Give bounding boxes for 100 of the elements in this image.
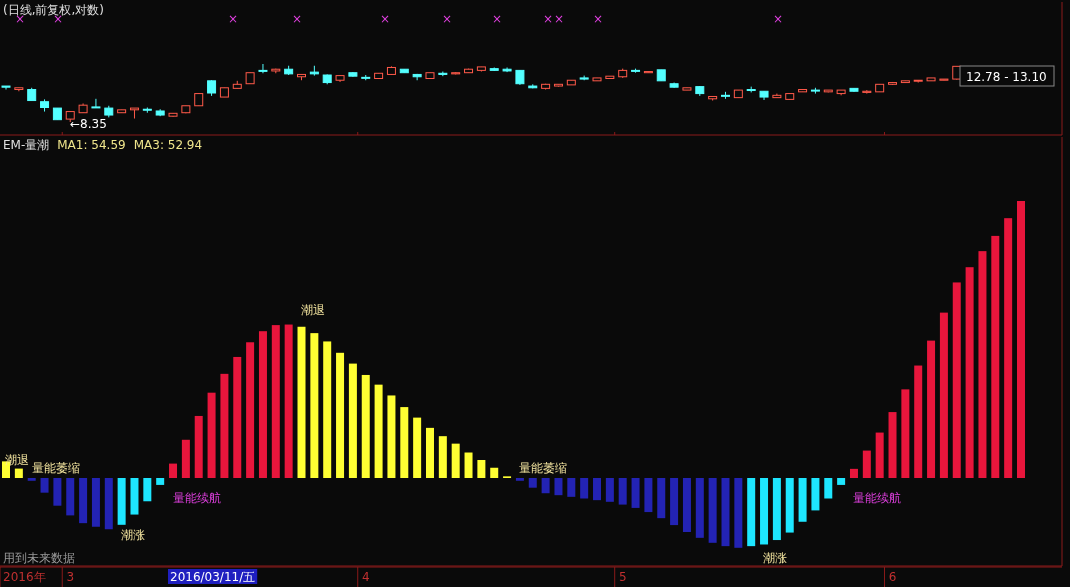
bar	[27, 478, 36, 481]
bar	[605, 478, 614, 502]
bar	[695, 478, 704, 538]
text: ×	[227, 12, 239, 26]
annotation: 量能萎缩	[32, 461, 80, 475]
candlestick	[1, 85, 11, 91]
bar	[760, 478, 769, 545]
bar	[1017, 201, 1025, 478]
bar	[978, 251, 987, 478]
text: ×	[553, 12, 565, 26]
bar	[400, 407, 409, 478]
annotation: 量能续航	[853, 491, 901, 505]
bar	[14, 468, 23, 478]
bar	[824, 478, 833, 499]
x-tick-label: 5	[618, 570, 627, 584]
bar	[79, 478, 88, 524]
bar	[156, 478, 165, 485]
bar	[515, 478, 524, 481]
candlestick	[412, 73, 422, 81]
bar	[567, 478, 576, 497]
text: 潮涨	[763, 551, 787, 565]
chart-title: EM-量潮	[3, 138, 50, 152]
x-tick-label: 4	[361, 570, 370, 584]
candlestick	[258, 63, 268, 74]
bar	[477, 460, 486, 478]
text: ×	[491, 12, 503, 26]
bar	[374, 384, 383, 478]
bar	[451, 443, 460, 478]
candlestick	[91, 98, 101, 109]
text: 用到未来数据	[3, 551, 75, 565]
bar	[284, 324, 293, 478]
bar	[169, 463, 178, 478]
bar	[425, 427, 434, 478]
bar	[734, 478, 743, 548]
bar	[1004, 218, 1013, 478]
bar	[849, 468, 858, 478]
text: ×	[379, 12, 391, 26]
bar	[361, 374, 370, 478]
annotation: 潮退	[5, 453, 29, 467]
candlestick	[129, 107, 139, 120]
bar	[785, 478, 794, 533]
bar	[117, 478, 126, 525]
bar	[580, 478, 589, 499]
bar	[965, 267, 974, 478]
x-tick-label: 3	[66, 570, 75, 584]
bar	[336, 352, 345, 478]
bar	[927, 340, 936, 478]
annotation: 潮涨	[121, 528, 145, 542]
bar	[271, 325, 280, 478]
bar	[811, 478, 820, 511]
bar	[233, 356, 242, 478]
bar	[91, 478, 100, 527]
bar	[104, 478, 113, 530]
bar	[644, 478, 653, 513]
bar	[952, 282, 961, 478]
bar	[53, 478, 62, 506]
bar	[40, 478, 49, 493]
text: ×	[291, 12, 303, 26]
bar	[798, 478, 807, 522]
bar	[297, 326, 306, 478]
bar	[939, 312, 948, 478]
bar	[593, 478, 602, 501]
bar	[387, 395, 396, 478]
bar	[772, 478, 781, 541]
text: 2016/03/11/五	[170, 570, 256, 584]
bar	[657, 478, 666, 519]
bar	[310, 333, 319, 478]
bar	[348, 363, 357, 478]
bar	[682, 478, 691, 533]
bar	[747, 478, 756, 547]
text: 2016年	[3, 570, 46, 584]
text: ×	[441, 12, 453, 26]
text: MA3: 52.94	[133, 138, 203, 152]
annotation: ←8.35	[70, 117, 107, 131]
text: ×	[542, 12, 554, 26]
bar	[194, 415, 203, 478]
bar	[528, 478, 537, 488]
bar	[888, 412, 897, 478]
bar	[541, 478, 550, 494]
bar	[181, 439, 190, 478]
bar	[875, 432, 884, 478]
bar	[670, 478, 679, 526]
bar	[618, 478, 627, 505]
bar	[220, 373, 229, 478]
annotation: 12.78 - 13.10	[966, 70, 1047, 84]
bar	[631, 478, 640, 508]
annotation: 潮退	[301, 303, 325, 317]
annotation: 量能续航	[173, 491, 221, 505]
bar	[490, 467, 499, 478]
bar	[721, 478, 730, 547]
bar	[413, 417, 422, 478]
text: MA1: 54.59	[57, 138, 126, 152]
bar	[901, 389, 910, 478]
x-tick-label: 6	[888, 570, 897, 584]
bar	[258, 331, 267, 478]
text: ×	[772, 12, 784, 26]
bar	[246, 342, 255, 478]
bar	[837, 478, 846, 485]
text: ×	[592, 12, 604, 26]
bar	[207, 392, 216, 478]
